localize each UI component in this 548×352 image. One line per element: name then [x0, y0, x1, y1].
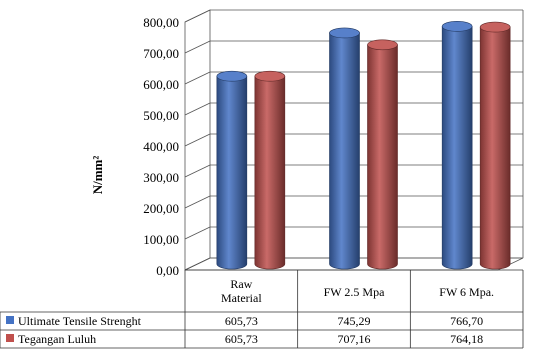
bar-body — [479, 26, 511, 270]
bar-uts — [441, 21, 473, 270]
gridline-diag — [184, 195, 211, 209]
gridline-diag — [184, 40, 211, 54]
gridline-diag — [184, 102, 211, 116]
gridline-diag — [184, 133, 211, 147]
legend-swatch — [6, 334, 14, 342]
bar-body — [367, 44, 398, 270]
bar-top — [254, 70, 286, 82]
x-category-label: FW 6 Mpa. — [439, 285, 494, 299]
y-tick-label: 300,00 — [143, 170, 179, 185]
data-label: 605,73 — [225, 332, 258, 346]
bar-uts — [329, 27, 360, 270]
bar-top — [216, 70, 248, 82]
y-axis: 0,00 100,00 200,00 300,00 400,00 500,00 600,00… — [143, 15, 179, 278]
y-tick-label: 600,00 — [143, 77, 179, 92]
legend-swatch — [6, 316, 14, 324]
legend-label: Tegangan Luluh — [18, 332, 96, 346]
legend-label: Ultimate Tensile Strenght — [18, 314, 142, 328]
bar-body — [329, 32, 360, 270]
y-tick-label: 200,00 — [143, 201, 179, 216]
bar-yield — [367, 39, 398, 270]
gridline-diag — [184, 226, 211, 240]
x-category-label: FW 2.5 Mpa — [324, 285, 385, 299]
y-tick-label: 500,00 — [143, 108, 179, 123]
bar-top — [441, 21, 473, 32]
y-tick-label: 100,00 — [143, 232, 179, 247]
bar-top — [329, 27, 360, 39]
bar-top — [479, 21, 511, 33]
data-label: 766,70 — [450, 314, 483, 328]
bar-uts — [216, 70, 248, 270]
gridline-diag — [184, 164, 211, 178]
bar-body — [254, 75, 286, 270]
bar-yield — [254, 70, 286, 270]
data-label: 707,16 — [338, 332, 371, 346]
data-label: 605,73 — [225, 314, 258, 328]
gridline-diag — [184, 71, 211, 85]
x-category-label: Raw — [230, 277, 252, 291]
bar-top — [367, 39, 398, 51]
gridline-diag — [184, 257, 211, 271]
bars — [216, 21, 511, 270]
y-tick-label: 0,00 — [156, 263, 179, 278]
bar-yield — [479, 21, 511, 270]
y-tick-label: 700,00 — [143, 46, 179, 61]
y-tick-label: 400,00 — [143, 139, 179, 154]
gridline-diag — [184, 9, 211, 23]
bar-body — [216, 75, 248, 270]
bar-body — [441, 26, 473, 270]
y-axis-label: N/mm² — [90, 156, 105, 195]
data-label: 764,18 — [450, 332, 483, 346]
x-category-label: Material — [221, 291, 262, 305]
y-tick-label: 800,00 — [143, 15, 179, 30]
data-label: 745,29 — [338, 314, 371, 328]
